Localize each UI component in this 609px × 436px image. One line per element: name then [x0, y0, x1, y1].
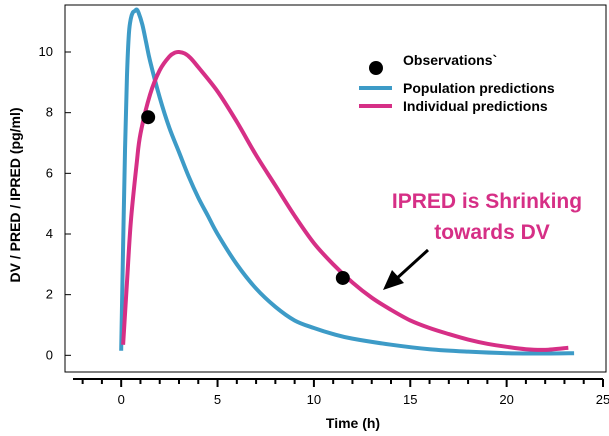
- x-tick-label: 5: [214, 392, 221, 407]
- individual-prediction-line: [121, 49, 569, 352]
- legend-observations-marker: [369, 61, 383, 75]
- legend-population-label: Population predictions: [403, 80, 555, 96]
- x-tick-label: 10: [307, 392, 321, 407]
- x-axis-label: Time (h): [326, 415, 380, 431]
- observation-point: [335, 270, 350, 285]
- y-axis-label: DV / PRED / IPRED (pg/ml): [7, 107, 23, 282]
- y-tick-label: 4: [46, 226, 53, 241]
- legend-individual-label: Individual predictions: [403, 98, 548, 114]
- x-tick-label: 0: [118, 392, 125, 407]
- y-ticks: 0 2 4 6 8 10: [39, 44, 71, 362]
- y-tick-label: 0: [46, 347, 53, 362]
- x-ticks: 0 5 10 15 20 25: [81, 379, 609, 407]
- y-tick-label: 8: [46, 105, 53, 120]
- annotation-line-2: towards DV: [434, 221, 550, 244]
- population-prediction-line: [119, 7, 575, 356]
- x-tick-label: 15: [403, 392, 417, 407]
- y-tick-label: 6: [46, 165, 53, 180]
- observation-point: [141, 110, 156, 125]
- y-tick-label: 10: [39, 44, 53, 59]
- x-tick-label: 20: [499, 392, 513, 407]
- legend: Observations` Population predictions Ind…: [359, 52, 555, 114]
- annotation-arrow: [383, 248, 430, 290]
- y-tick-label: 2: [46, 287, 53, 302]
- plot-frame: [64, 4, 607, 373]
- annotation-line-1: IPRED is Shrinking: [392, 190, 582, 213]
- x-tick-label: 25: [596, 392, 609, 407]
- series-group: [119, 7, 575, 356]
- legend-observations-label: Observations`: [403, 52, 497, 68]
